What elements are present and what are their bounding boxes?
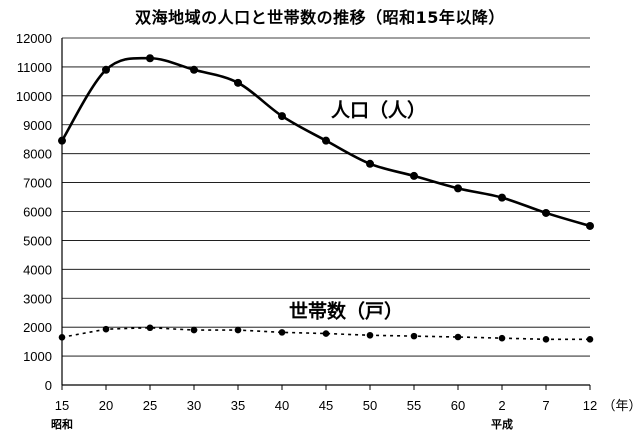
population-point (498, 193, 506, 202)
y-tick-label: 9000 (23, 118, 52, 133)
y-tick-label: 0 (45, 378, 52, 393)
population-point (586, 221, 594, 230)
y-tick-label: 10000 (16, 89, 52, 104)
households-point (586, 336, 594, 343)
population-series-label: 人口（人） (331, 99, 426, 122)
households-point (102, 325, 110, 333)
households-point (190, 326, 198, 334)
households-point (322, 330, 330, 337)
population-point (322, 136, 330, 145)
x-tick-label: 7 (542, 398, 549, 413)
y-tick-label: 12000 (16, 31, 52, 46)
y-tick-label: 11000 (17, 60, 52, 75)
x-tick-label: 35 (231, 398, 245, 413)
households-point (366, 331, 374, 339)
gridlines (62, 37, 590, 357)
x-tick-label: 45 (319, 398, 333, 413)
y-tick-label: 5000 (23, 233, 52, 248)
series-labels: 人口（人） 世帯数（戸） (289, 99, 426, 323)
x-tick-label: 20 (99, 398, 113, 413)
y-tick-label: 1000 (23, 349, 52, 364)
population-point (278, 112, 286, 121)
households-point (498, 334, 506, 342)
population-point (146, 54, 154, 63)
series (58, 54, 594, 343)
population-point (102, 65, 110, 74)
households-point (542, 336, 550, 343)
x-tick-label: 55 (407, 398, 421, 413)
households-point (58, 333, 66, 341)
x-axis-tick-labels: 15 20 25 30 35 40 45 50 55 60 2 7 12 （年） 昭和 平成 (51, 398, 640, 431)
population-point (234, 78, 242, 87)
x-tick-label: 40 (275, 398, 289, 413)
x-axis-unit-label: （年） (602, 398, 640, 413)
x-tick-label: 30 (187, 398, 201, 413)
x-tick-label: 25 (143, 398, 157, 413)
y-tick-label: 3000 (23, 291, 52, 306)
series-households (58, 324, 594, 343)
y-tick-label: 7000 (23, 176, 52, 191)
x-tick-label: 2 (498, 398, 505, 413)
population-point (58, 136, 66, 145)
chart-title: 双海地域の人口と世帯数の推移（昭和15年以降） (135, 8, 505, 27)
population-point (366, 159, 374, 168)
series-population (58, 54, 594, 230)
population-point (190, 65, 198, 74)
households-point (278, 329, 286, 336)
x-tick-label: 50 (363, 398, 377, 413)
households-point (454, 333, 462, 341)
households-point (146, 324, 154, 332)
population-point (410, 171, 418, 180)
households-point (410, 332, 418, 340)
era-label: 昭和 (51, 417, 73, 431)
x-tick-label: 60 (451, 398, 465, 413)
x-tick-label: 15 (55, 398, 69, 413)
households-point (234, 326, 242, 334)
households-series-label: 世帯数（戸） (289, 300, 403, 323)
x-tick-label: 12 (583, 398, 597, 413)
era-label: 平成 (491, 417, 513, 431)
y-tick-label: 6000 (23, 205, 52, 220)
y-tick-label: 8000 (23, 147, 52, 162)
y-tick-label: 2000 (23, 320, 52, 335)
axes (61, 38, 591, 390)
y-axis-tick-labels: 0 1000 2000 3000 4000 5000 6000 7000 8000 9000 100… (16, 31, 52, 393)
population-point (542, 208, 550, 217)
y-tick-label: 4000 (23, 262, 52, 277)
population-point (454, 184, 462, 193)
